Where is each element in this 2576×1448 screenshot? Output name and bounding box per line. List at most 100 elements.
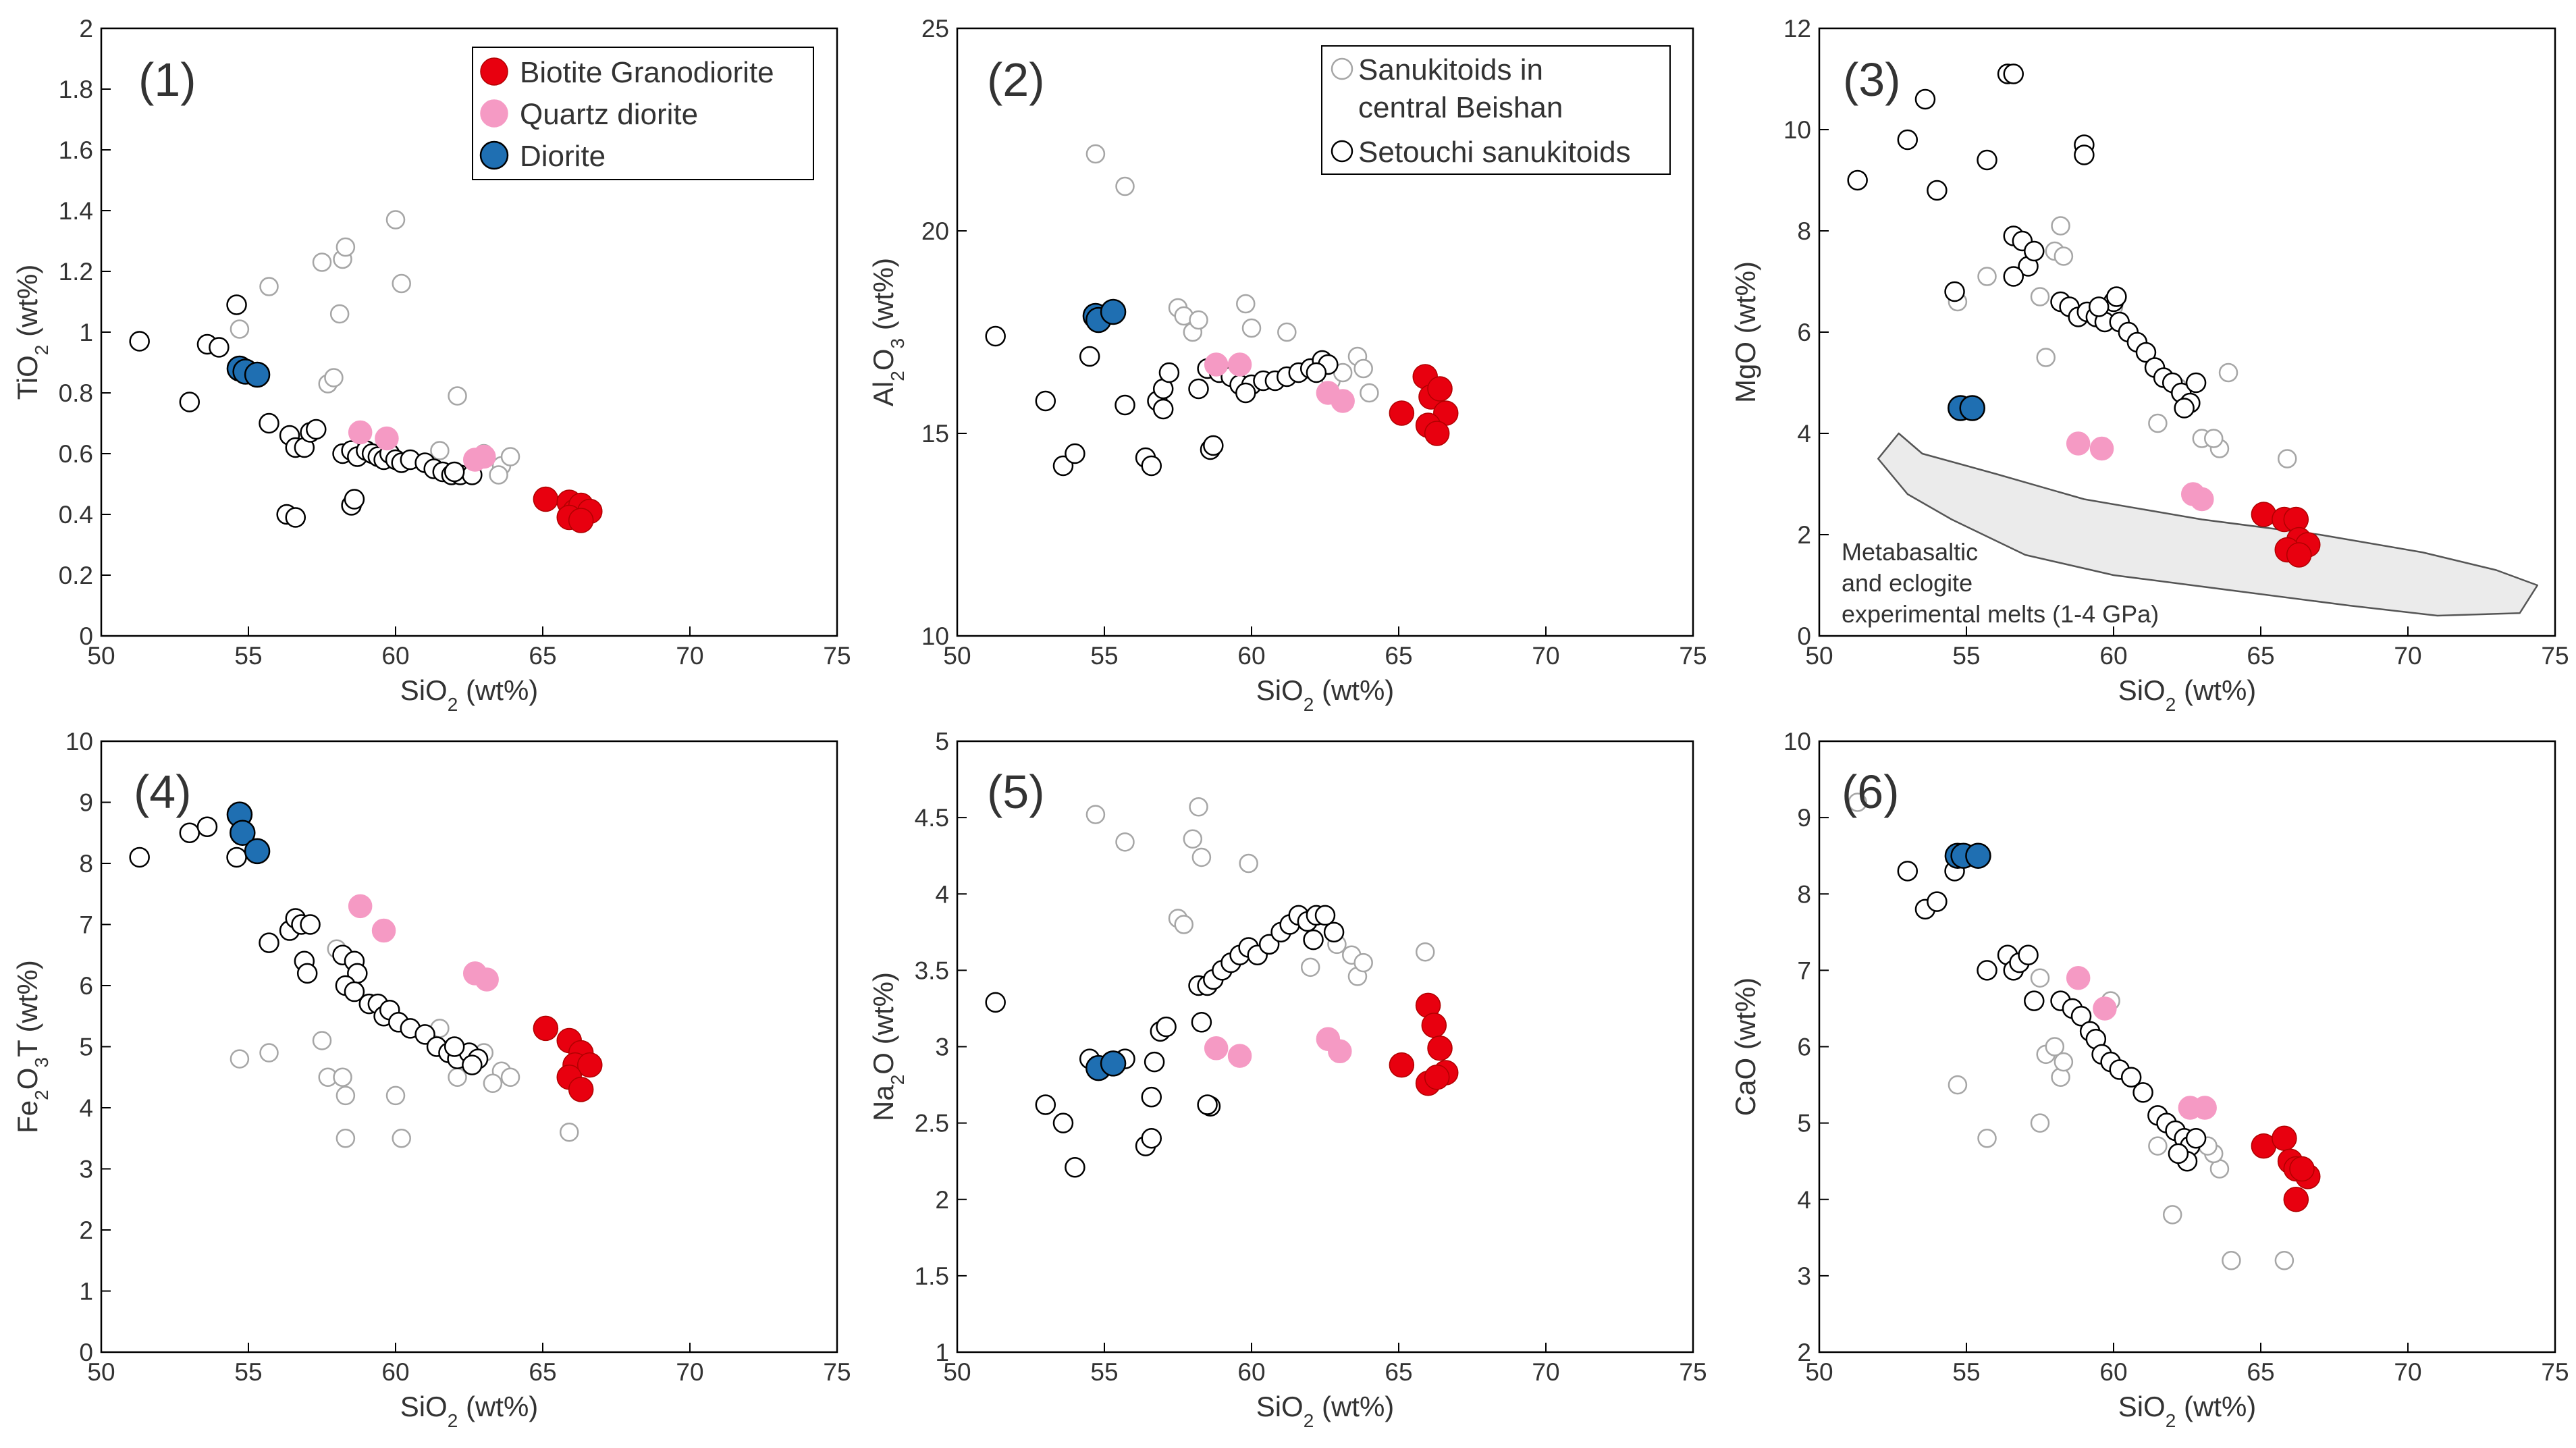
point-beishan (1360, 383, 1379, 403)
point-beishan (333, 1067, 352, 1087)
legend-marker-beishan (1331, 57, 1353, 80)
point-setouchi (2003, 63, 2024, 84)
point-setouchi (1156, 1016, 1177, 1038)
x-tick-label: 50 (87, 1358, 115, 1386)
point-biotite-granodiorite (2289, 1156, 2315, 1182)
x-tick-label: 75 (823, 1358, 851, 1386)
field-label-line3: experimental melts (1-4 GPa) (1842, 600, 2159, 628)
x-tick-label: 55 (1090, 1358, 1118, 1386)
point-quartz-diorite (2089, 436, 2114, 461)
legend-marker-biotite (480, 57, 508, 86)
point-beishan (483, 1073, 503, 1094)
x-tick-label: 75 (823, 642, 851, 670)
point-beishan (1085, 805, 1106, 824)
y-tick-label: 6 (1797, 319, 1811, 346)
point-biotite-granodiorite (1389, 1052, 1415, 1078)
point-setouchi (462, 1054, 483, 1075)
point-beishan (1191, 847, 1212, 867)
point-beishan (1236, 294, 1256, 314)
y-tick-label: 5 (1797, 1110, 1811, 1137)
y-axis-title: Fe2O3T (wt%) (11, 960, 52, 1133)
y-tick-label: 6 (79, 972, 93, 1000)
y-tick-label: 10 (65, 728, 93, 755)
y-tick-label: 1.4 (59, 197, 93, 225)
legend-references: Sanukitoids in central Beishan Setouchi … (1321, 45, 1671, 175)
point-setouchi (1203, 435, 1224, 456)
y-tick-label: 10 (1783, 116, 1811, 144)
point-quartz-diorite (1227, 352, 1252, 377)
x-axis-title: SiO2 (wt%) (2118, 674, 2257, 715)
point-beishan (259, 1043, 279, 1063)
x-tick-label: 50 (943, 1358, 971, 1386)
x-tick-label: 65 (529, 642, 556, 670)
point-beishan (329, 304, 350, 324)
point-setouchi (444, 1036, 465, 1057)
point-setouchi (1927, 180, 1948, 201)
point-diorite (1965, 842, 1991, 869)
point-beishan (2148, 1136, 2168, 1156)
point-beishan (392, 1129, 411, 1148)
point-quartz-diorite (2066, 965, 2091, 990)
point-beishan (230, 319, 250, 339)
x-tick-label: 50 (1805, 1358, 1833, 1386)
x-tick-label: 55 (234, 1358, 262, 1386)
y-axis-title: Na2O (wt%) (867, 972, 908, 1121)
point-quartz-diorite (348, 420, 373, 445)
point-beishan (2203, 429, 2224, 448)
y-tick-label: 1 (79, 1278, 93, 1306)
point-setouchi (1977, 149, 1997, 171)
y-tick-label: 25 (921, 15, 949, 43)
point-setouchi (2120, 1067, 2142, 1088)
point-beishan (385, 210, 406, 230)
field-label-line2: and eclogite (1842, 569, 1973, 597)
point-beishan (336, 1085, 356, 1106)
y-tick-label: 6 (1797, 1034, 1811, 1061)
x-tick-label: 70 (2394, 642, 2421, 670)
x-tick-label: 70 (676, 1358, 703, 1386)
point-beishan (1239, 853, 1258, 874)
point-biotite-granodiorite (1424, 1065, 1450, 1090)
point-biotite-granodiorite (533, 486, 559, 512)
point-quartz-diorite (475, 967, 499, 992)
x-tick-label: 75 (1679, 1358, 1707, 1386)
point-setouchi (1914, 88, 1936, 110)
point-beishan (312, 1031, 332, 1050)
point-biotite-granodiorite (2272, 1125, 2297, 1151)
panel-fe2o3t: 50 55 60 65 70 75 0 1 2 3 4 5 6 7 8 9 10 SiO2 (wt%) Fe2O3T… (11, 728, 851, 1431)
point-setouchi (1927, 891, 1948, 912)
point-biotite-granodiorite (2283, 1187, 2309, 1212)
y-tick-label: 0 (1797, 622, 1811, 650)
point-setouchi (2168, 1143, 2189, 1164)
point-beishan (1415, 942, 1435, 962)
point-setouchi (1035, 1094, 1056, 1115)
point-setouchi (344, 981, 365, 1002)
x-tick-label: 55 (1090, 642, 1118, 670)
point-setouchi (300, 914, 321, 935)
y-tick-label: 3.5 (915, 957, 949, 984)
y-tick-label: 2 (1797, 1339, 1811, 1366)
legend-box (472, 47, 814, 180)
x-tick-label: 60 (1237, 1358, 1265, 1386)
point-beishan (2030, 287, 2050, 306)
point-setouchi (1115, 394, 1135, 416)
point-diorite (244, 838, 271, 865)
point-setouchi (2106, 286, 2127, 307)
point-setouchi (1079, 346, 1100, 367)
y-tick-label: 10 (921, 622, 949, 650)
point-setouchi (2024, 990, 2045, 1011)
point-setouchi (129, 331, 150, 352)
y-tick-label: 5 (79, 1034, 93, 1061)
point-diorite (244, 361, 271, 388)
point-biotite-granodiorite (1424, 421, 1450, 446)
point-setouchi (1141, 1128, 1162, 1149)
y-tick-label: 7 (1797, 957, 1811, 984)
point-beishan (1848, 793, 1867, 812)
point-setouchi (1152, 398, 1174, 420)
point-setouchi (129, 847, 150, 868)
x-tick-label: 70 (676, 642, 703, 670)
y-tick-label: 3 (1797, 1262, 1811, 1290)
y-tick-label: 3 (935, 1034, 949, 1061)
point-beishan (392, 273, 411, 294)
y-tick-label: 0 (79, 622, 93, 650)
point-beishan (230, 1049, 250, 1069)
